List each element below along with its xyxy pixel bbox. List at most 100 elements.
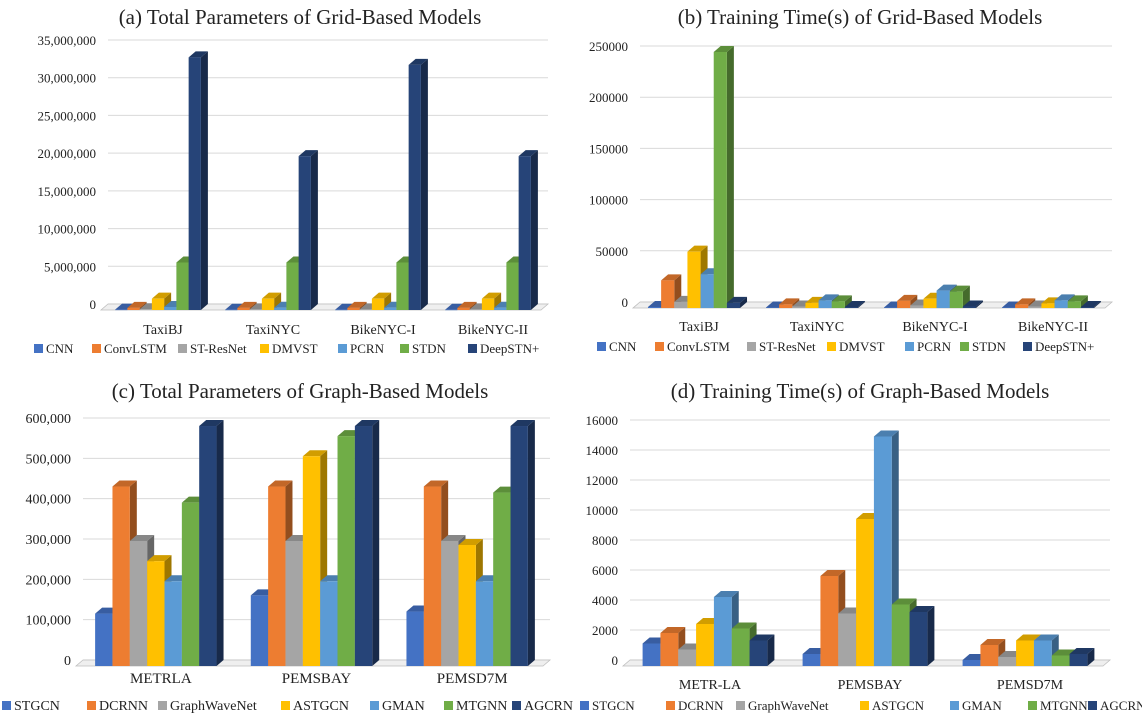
chart-0: (a) Total Parameters of Grid-Based Model… (34, 5, 550, 356)
bar-agcrn-pemsd7m (1069, 648, 1095, 666)
y-tick-label: 150000 (589, 141, 628, 156)
legend-label: ST-ResNet (190, 341, 247, 356)
y-tick-label: 0 (612, 653, 619, 668)
chart-3: (d) Training Time(s) of Graph-Based Mode… (580, 379, 1142, 713)
chart-title: (a) Total Parameters of Grid-Based Model… (119, 5, 482, 29)
legend-label: PCRN (350, 341, 385, 356)
legend-item-agcrn: AGCRN (1088, 698, 1142, 713)
x-tick-label: TaxiNYC (790, 320, 844, 335)
chart-2: (c) Total Parameters of Graph-Based Mode… (2, 379, 573, 714)
bar-deepstn-bikenyc-ii (1080, 300, 1102, 308)
y-tick-label: 4000 (592, 593, 618, 608)
legend-item-dcrnn: DCRNN (87, 699, 148, 714)
x-tick-label: BikeNYC-II (1018, 320, 1088, 335)
legend-swatch (736, 701, 745, 710)
legend-item-st-resnet: ST-ResNet (178, 341, 247, 356)
chart-title: (c) Total Parameters of Graph-Based Mode… (112, 379, 489, 403)
bar-stdn-bikenyc-i (949, 285, 970, 308)
x-tick-label: BikeNYC-I (350, 323, 416, 338)
legend-label: DCRNN (99, 699, 148, 714)
y-tick-label: 6000 (592, 563, 618, 578)
legend-label: AGCRN (524, 699, 573, 714)
y-tick-label: 200,000 (26, 573, 72, 588)
legend-item-graphwavenet: GraphWaveNet (736, 698, 829, 713)
y-tick-label: 0 (90, 297, 97, 312)
legend-item-cnn: CNN (597, 339, 637, 354)
legend-item-graphwavenet: GraphWaveNet (158, 699, 257, 714)
x-tick-label: TaxiBJ (679, 320, 719, 335)
y-tick-label: 100000 (589, 193, 628, 208)
legend-swatch (580, 701, 589, 710)
legend-swatch (468, 344, 477, 353)
legend-label: CNN (46, 341, 74, 356)
legend-swatch (1088, 701, 1097, 710)
bar-dmvst-bikenyc-i (371, 292, 392, 310)
y-tick-label: 15,000,000 (38, 184, 97, 199)
legend-label: STGCN (14, 699, 60, 714)
legend-item-dmvst: DMVST (260, 341, 318, 356)
x-tick-label: BikeNYC-II (458, 323, 528, 338)
legend-label: ASTGCN (872, 698, 925, 713)
legend-label: DCRNN (678, 698, 724, 713)
bar-deepstn-bikenyc-i (962, 300, 984, 308)
x-tick-label: PEMSBAY (838, 678, 903, 693)
legend-item-gman: GMAN (370, 699, 425, 714)
y-tick-label: 8000 (592, 533, 618, 548)
legend-swatch (655, 342, 664, 351)
y-tick-label: 50000 (596, 244, 629, 259)
y-tick-label: 2000 (592, 623, 618, 638)
legend-item-pcrn: PCRN (338, 341, 385, 356)
legend-item-pcrn: PCRN (905, 339, 952, 354)
legend-item-convlstm: ConvLSTM (92, 341, 167, 356)
legend-swatch (338, 344, 347, 353)
legend-label: DeepSTN+ (480, 341, 539, 356)
legend-swatch (512, 701, 521, 710)
legend-item-deepstn: DeepSTN+ (468, 341, 539, 356)
legend-label: AGCRN (1100, 698, 1142, 713)
legend-item-dcrnn: DCRNN (666, 698, 724, 713)
legend-item-convlstm: ConvLSTM (655, 339, 730, 354)
legend-item-stgcn: STGCN (2, 699, 60, 714)
legend-swatch (281, 701, 290, 710)
legend-item-astgcn: ASTGCN (860, 698, 925, 713)
legend-item-st-resnet: ST-ResNet (747, 339, 816, 354)
y-tick-label: 10000 (586, 503, 619, 518)
legend-label: DeepSTN+ (1035, 339, 1094, 354)
x-tick-label: TaxiNYC (246, 323, 300, 338)
x-tick-label: BikeNYC-I (902, 320, 968, 335)
bar-stdn-bikenyc-ii (1067, 295, 1088, 308)
legend-label: GMAN (962, 698, 1002, 713)
legend-label: GMAN (382, 699, 425, 714)
y-tick-label: 30,000,000 (38, 71, 97, 86)
legend-label: DMVST (272, 341, 318, 356)
legend-label: ConvLSTM (104, 341, 167, 356)
legend-swatch (158, 701, 167, 710)
legend-swatch (92, 344, 101, 353)
legend-swatch (260, 344, 269, 353)
legend-item-mtgnn: MTGNN (1028, 698, 1088, 713)
y-tick-label: 400,000 (26, 493, 72, 508)
y-tick-label: 100,000 (26, 614, 72, 629)
legend-label: ASTGCN (293, 699, 349, 714)
x-tick-label: PEMSBAY (282, 671, 352, 687)
legend-item-dmvst: DMVST (827, 339, 885, 354)
legend-item-stdn: STDN (400, 341, 447, 356)
legend-swatch (597, 342, 606, 351)
legend-label: STDN (412, 341, 447, 356)
legend-swatch (178, 344, 187, 353)
bar-dmvst-taxinyc (261, 292, 282, 310)
legend-label: MTGNN (1040, 698, 1088, 713)
legend-label: ST-ResNet (759, 339, 816, 354)
legend-swatch (827, 342, 836, 351)
bar-deepstn-bikenyc-ii (518, 150, 538, 310)
legend-item-gman: GMAN (950, 698, 1002, 713)
legend-swatch (34, 344, 43, 353)
legend-label: STDN (972, 339, 1007, 354)
x-tick-label: PEMSD7M (437, 671, 508, 687)
legend-label: STGCN (592, 698, 635, 713)
legend-item-cnn: CNN (34, 341, 74, 356)
chart-title: (b) Training Time(s) of Grid-Based Model… (678, 5, 1043, 29)
legend-swatch (747, 342, 756, 351)
legend-swatch (950, 701, 959, 710)
